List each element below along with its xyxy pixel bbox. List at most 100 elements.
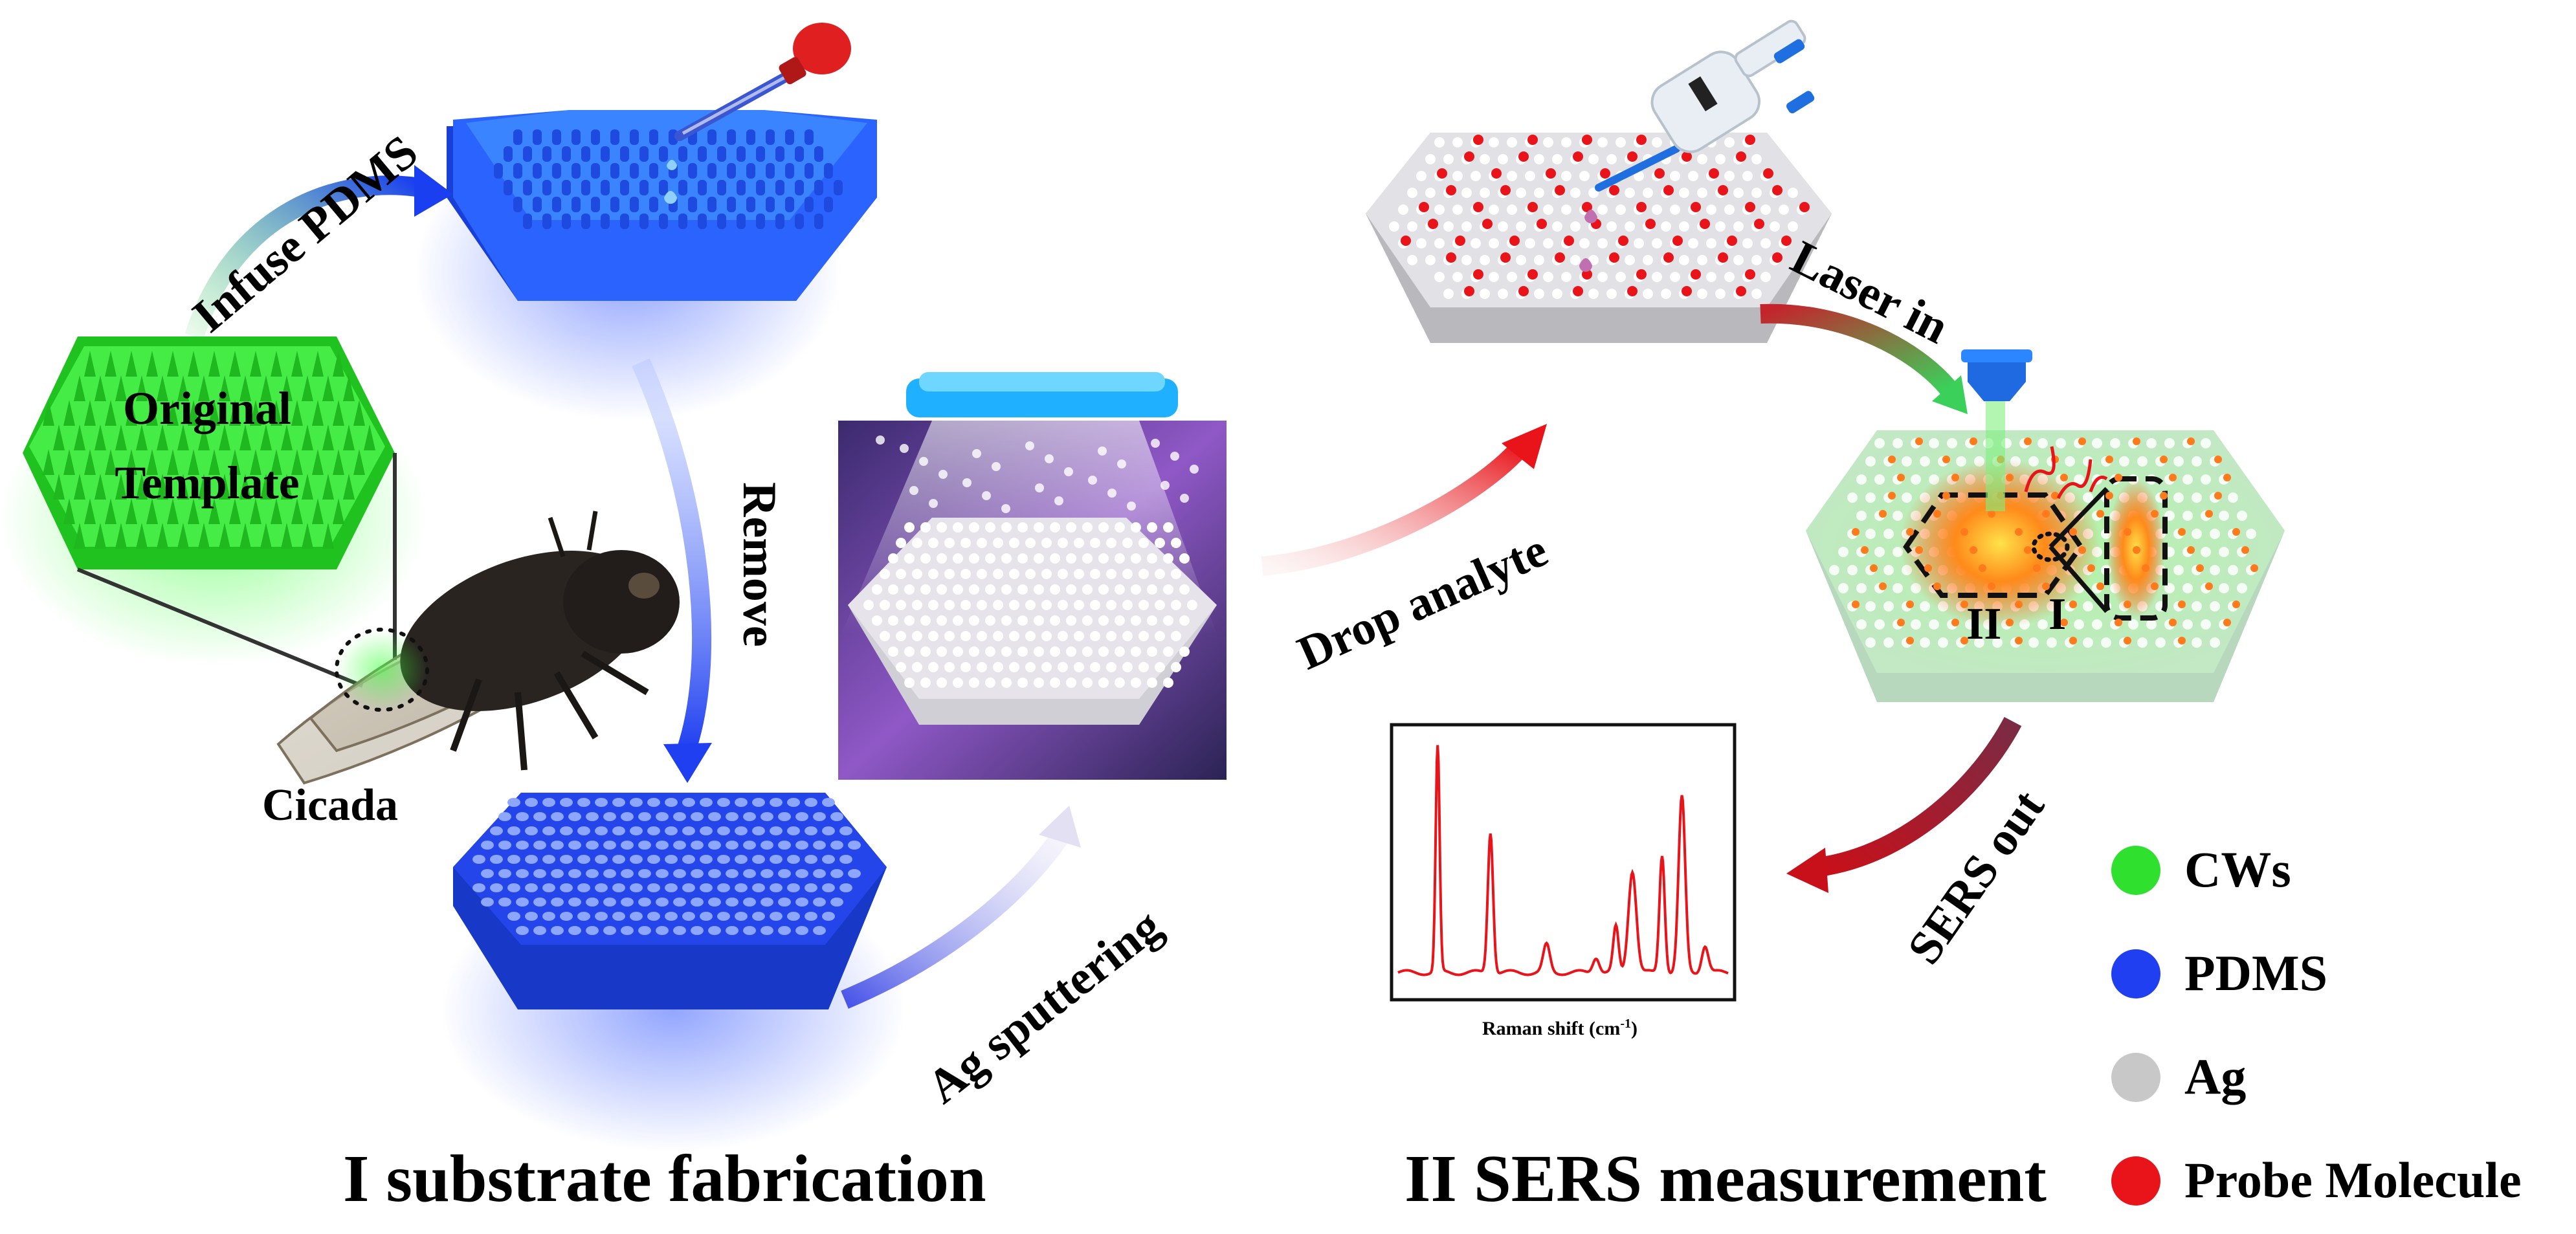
silver-nanodot xyxy=(880,600,890,610)
silver-nanodot xyxy=(1179,615,1190,626)
nanopillar xyxy=(322,523,334,549)
pdms-hole xyxy=(787,855,800,864)
sputter-particle xyxy=(1035,483,1044,492)
pdms-hole xyxy=(656,812,669,821)
silver-nanodot xyxy=(1115,678,1125,688)
pipette-icon xyxy=(1579,19,1815,272)
pdms-hole xyxy=(533,898,546,907)
ag-dot xyxy=(1425,188,1436,198)
probe-molecule xyxy=(2151,510,2159,518)
ag-dot xyxy=(1733,188,1744,198)
ag-dot xyxy=(1688,171,1698,181)
ag-dot xyxy=(1516,188,1526,198)
pdms-hole xyxy=(839,826,852,835)
pdms-hole xyxy=(647,883,660,892)
nanopillar xyxy=(188,351,199,377)
silver-nanodot xyxy=(1090,600,1100,610)
ag-dot xyxy=(1443,154,1454,164)
pdms-hole xyxy=(516,841,529,850)
pdms-pillar xyxy=(834,180,843,195)
probe-molecule xyxy=(1446,252,1456,263)
ag-dot xyxy=(1760,238,1771,248)
nanopillar xyxy=(364,424,375,450)
ag-dot xyxy=(2182,474,2193,485)
silver-nanodot xyxy=(880,569,890,579)
ag-dot xyxy=(1938,637,1948,648)
silver-nanodot xyxy=(1017,553,1028,564)
silver-nanodot xyxy=(904,646,915,657)
silver-nanodot xyxy=(928,600,938,610)
pdms-hole xyxy=(717,883,730,892)
legend-marker xyxy=(2111,949,2160,998)
legend-marker xyxy=(2111,1053,2160,1102)
nanopillar xyxy=(208,449,220,475)
silver-nanodot xyxy=(1058,569,1068,579)
silver-nanodot xyxy=(1171,631,1181,641)
probe-molecule xyxy=(1555,185,1565,195)
pdms-hole xyxy=(490,883,503,892)
pdms-hole xyxy=(481,841,494,850)
ag-dot xyxy=(2210,529,2220,539)
nanopillar xyxy=(198,424,210,450)
silver-nanodot xyxy=(1009,569,1019,579)
silver-nanodot xyxy=(1001,646,1012,657)
nanopillar xyxy=(84,400,96,426)
probe-molecule xyxy=(1745,269,1755,280)
probe-molecule xyxy=(2015,637,2023,645)
nanopillar xyxy=(177,424,189,450)
nanopillar xyxy=(333,400,344,426)
silver-nanodot xyxy=(896,662,906,672)
nanopillar xyxy=(239,424,251,450)
pdms-pillar xyxy=(824,197,833,212)
pdms-hole xyxy=(717,912,730,921)
pdms-hole xyxy=(673,869,686,878)
nanopillar xyxy=(115,375,127,401)
nanopillar xyxy=(146,498,158,524)
nanopillar xyxy=(94,474,106,500)
ag-dot xyxy=(1425,154,1436,164)
silver-nanodot xyxy=(953,678,963,688)
ag-dot xyxy=(1706,204,1716,215)
pdms-pillar xyxy=(601,146,610,162)
silver-nanodot xyxy=(1041,569,1052,579)
probe-molecule xyxy=(2033,564,2041,572)
silver-nanodot xyxy=(1098,584,1109,595)
probe-molecule xyxy=(1582,202,1592,212)
ag-dot xyxy=(2128,619,2138,630)
pdms-pillar xyxy=(572,129,581,145)
sputter-particle xyxy=(1151,439,1160,448)
nanopillar xyxy=(105,498,117,524)
ag-dot xyxy=(1588,289,1599,299)
ag-dot xyxy=(1625,255,1635,265)
nanopillar xyxy=(312,449,324,475)
ag-dot xyxy=(1543,204,1553,215)
pdms-hole xyxy=(542,912,555,921)
silver-nanodot xyxy=(888,615,898,626)
ag-dot xyxy=(1606,221,1617,232)
ag-dot xyxy=(1452,171,1463,181)
pdms-hole xyxy=(498,898,511,907)
pdms-hole xyxy=(813,869,826,878)
ag-dot xyxy=(1489,238,1499,248)
zoom-line xyxy=(76,567,364,688)
silver-nanodot xyxy=(912,662,922,672)
laser-arrow xyxy=(1760,303,1956,395)
pdms-hole xyxy=(638,841,651,850)
pdms-pillar xyxy=(649,129,658,145)
probe-molecule xyxy=(2178,637,2186,645)
probe-molecule xyxy=(1564,236,1574,246)
ag-dot xyxy=(1856,511,1867,521)
probe-molecule xyxy=(1636,135,1647,145)
pdms-hole xyxy=(726,869,738,878)
ag-dot xyxy=(1443,221,1454,232)
ag-dot xyxy=(1489,204,1499,215)
probe-molecule xyxy=(1527,202,1538,212)
pdms-hole xyxy=(839,855,852,864)
silver-nanodot xyxy=(1001,615,1012,626)
pdms-hole xyxy=(770,912,783,921)
pdms-pillar xyxy=(737,180,746,195)
probe-molecule xyxy=(1609,252,1619,263)
pdms-hole xyxy=(805,826,817,835)
silver-nanodot xyxy=(1034,522,1044,533)
nanopillar xyxy=(146,351,158,377)
